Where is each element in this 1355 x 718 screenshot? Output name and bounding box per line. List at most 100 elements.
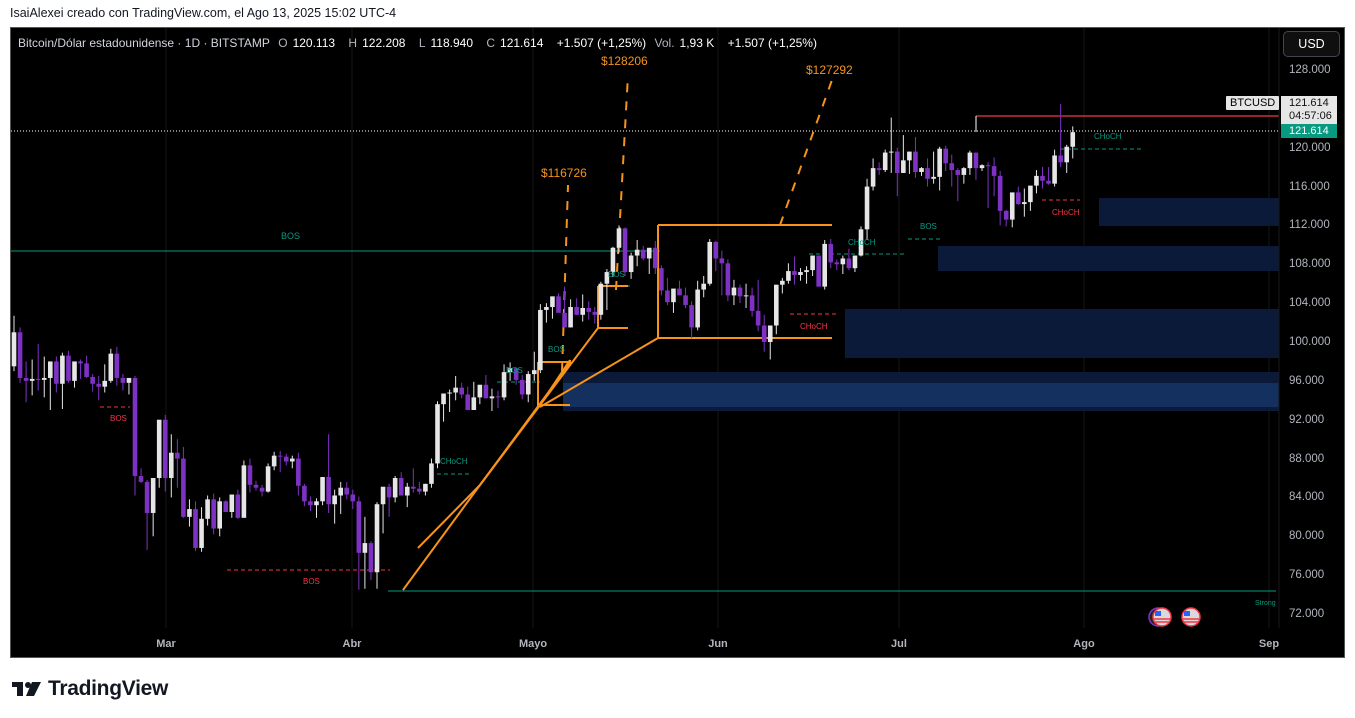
currency-button[interactable]: USD bbox=[1283, 31, 1340, 57]
candle bbox=[858, 229, 864, 256]
candle bbox=[66, 355, 71, 381]
close-value: 121.614 bbox=[500, 36, 544, 50]
candle bbox=[169, 452, 174, 478]
candle bbox=[423, 483, 428, 492]
price-tick: 104.000 bbox=[1289, 297, 1331, 310]
candle bbox=[967, 152, 973, 169]
candle bbox=[283, 456, 289, 462]
candle bbox=[1058, 155, 1063, 163]
candle bbox=[852, 255, 858, 269]
tradingview-logo[interactable]: TradingView bbox=[12, 677, 168, 701]
candle bbox=[501, 372, 507, 398]
candle bbox=[677, 288, 682, 296]
candle bbox=[804, 270, 809, 273]
candle bbox=[525, 374, 531, 395]
open-value: 120.113 bbox=[292, 36, 336, 50]
symbol-tag: BTCUSD bbox=[1226, 96, 1280, 110]
chart-caption: IsaiAlexei creado con TradingView.com, e… bbox=[10, 6, 397, 20]
candle bbox=[108, 353, 114, 381]
candle bbox=[1022, 202, 1027, 205]
candle bbox=[1003, 210, 1009, 220]
price-tick: 108.000 bbox=[1289, 258, 1331, 271]
candle bbox=[816, 255, 821, 287]
candle bbox=[761, 325, 767, 342]
candle bbox=[247, 465, 253, 485]
bos-label: BOS bbox=[281, 231, 300, 241]
candle bbox=[507, 368, 513, 373]
bos-label: BOS bbox=[608, 270, 625, 279]
candle bbox=[743, 295, 749, 297]
bos-label: BOS bbox=[110, 414, 127, 423]
time-tick: Sep bbox=[1258, 638, 1280, 650]
candle bbox=[755, 310, 761, 326]
candle bbox=[810, 255, 815, 271]
candle bbox=[653, 247, 658, 269]
candle bbox=[1040, 175, 1045, 181]
candle bbox=[277, 455, 283, 457]
candle bbox=[392, 478, 398, 498]
candle bbox=[332, 495, 337, 505]
zone-box bbox=[845, 309, 1279, 358]
economic-event-icons[interactable] bbox=[1148, 607, 1201, 627]
price-target-label: $127292 bbox=[806, 63, 853, 77]
candle bbox=[23, 377, 29, 381]
candle bbox=[386, 486, 392, 498]
price-tick: 96.000 bbox=[1289, 374, 1325, 387]
candle bbox=[120, 377, 126, 383]
time-tick: Abr bbox=[342, 638, 362, 650]
candle bbox=[193, 509, 198, 548]
candle bbox=[48, 361, 53, 378]
candle bbox=[586, 308, 592, 312]
candle bbox=[102, 380, 108, 387]
candle bbox=[447, 392, 452, 394]
candle bbox=[199, 518, 204, 548]
time-tick: Jul bbox=[891, 638, 907, 650]
candle bbox=[356, 501, 362, 553]
candle bbox=[798, 272, 803, 275]
candle bbox=[404, 486, 410, 496]
volume-change: +1.507 (+1,25%) bbox=[727, 36, 817, 50]
candle bbox=[162, 419, 168, 478]
price-tick: 84.000 bbox=[1289, 491, 1325, 504]
logo-text: TradingView bbox=[48, 677, 169, 700]
candle bbox=[78, 361, 83, 364]
candle bbox=[429, 463, 434, 484]
high-value: 122.208 bbox=[362, 36, 406, 50]
order-block-zones bbox=[563, 198, 1279, 411]
candle bbox=[834, 262, 840, 265]
candle bbox=[888, 151, 894, 153]
candle bbox=[35, 378, 41, 380]
candle bbox=[882, 152, 888, 171]
candle bbox=[417, 488, 422, 492]
candle bbox=[175, 452, 180, 459]
candle bbox=[344, 487, 350, 495]
current-price-marker: 121.614 bbox=[1281, 124, 1337, 138]
zone-box bbox=[938, 246, 1279, 271]
candle bbox=[326, 477, 331, 505]
candle bbox=[435, 404, 440, 464]
candle bbox=[659, 268, 664, 291]
high-label: H bbox=[348, 36, 358, 50]
candle bbox=[296, 458, 301, 486]
candle bbox=[1070, 132, 1076, 147]
candle bbox=[1016, 192, 1021, 205]
candle bbox=[973, 152, 979, 169]
price-tick: 88.000 bbox=[1289, 452, 1325, 465]
candle bbox=[610, 247, 616, 273]
price-target-label: $128206 bbox=[601, 54, 648, 68]
candle bbox=[604, 272, 610, 284]
candle bbox=[54, 361, 59, 384]
candle bbox=[96, 383, 101, 387]
tradingview-logo-icon bbox=[12, 682, 41, 696]
candle bbox=[955, 170, 961, 175]
candle bbox=[622, 228, 628, 273]
candle bbox=[707, 241, 713, 284]
candle bbox=[616, 228, 622, 248]
candle bbox=[737, 287, 743, 297]
candle bbox=[181, 458, 186, 517]
us-flag-icon bbox=[1152, 607, 1172, 627]
price-tick: 112.000 bbox=[1289, 219, 1330, 232]
choch-label: CHoCH bbox=[1052, 208, 1080, 217]
symbol-description[interactable]: Bitcoin/Dólar estadounidense · 1D · BITS… bbox=[18, 36, 270, 50]
candle bbox=[271, 455, 277, 467]
